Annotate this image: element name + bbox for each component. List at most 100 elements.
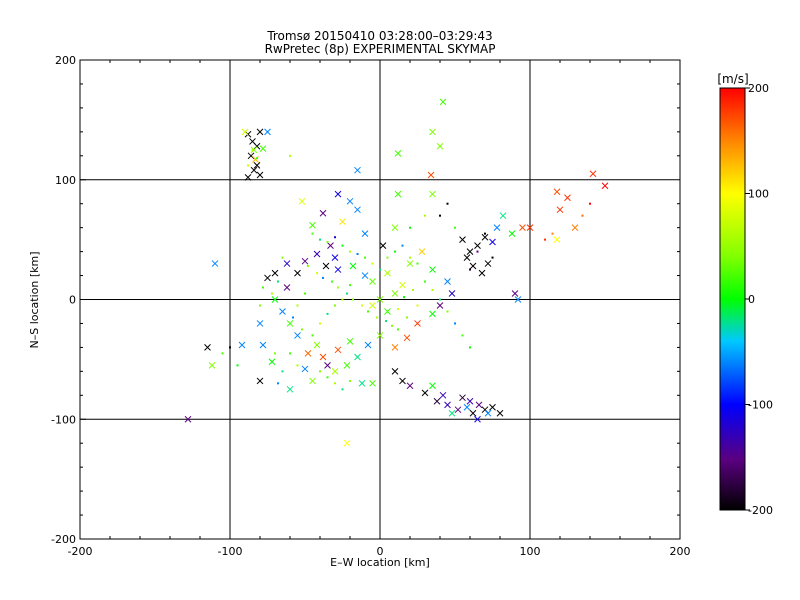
data-point-cross [264,128,271,136]
colorbar-tick-label: -200 [748,504,773,517]
cross-stroke [406,260,414,267]
data-point-cross [508,230,516,237]
data-point-cross [309,377,316,385]
data-point-cross [331,367,339,375]
data-point-dot [326,376,329,379]
data-point-cross [324,362,331,369]
data-point-cross [369,379,376,387]
data-point-dot [346,292,348,295]
cross-stroke [361,230,369,237]
cross-stroke [211,260,219,267]
cross-stroke [474,242,481,249]
data-point-dot [371,262,374,265]
data-point-cross [204,344,211,351]
cross-stroke [508,230,516,237]
data-point-cross [399,377,406,385]
data-point-dot [386,256,389,259]
data-point-dot [446,202,449,205]
cross-stroke [463,403,471,411]
data-point-dot [391,324,393,327]
cross-stroke [394,190,402,198]
cross-stroke [553,188,561,196]
data-point-cross [298,197,306,205]
data-point-cross [484,260,492,267]
data-point-cross [339,218,346,226]
cross-stroke [429,266,436,273]
cross-stroke [358,379,366,387]
cross-stroke [433,397,441,405]
cross-stroke [466,397,474,405]
data-point-cross [448,409,456,417]
cross-stroke [322,262,330,270]
cross-stroke [250,146,258,154]
data-point-cross [294,332,301,339]
cross-stroke [256,171,264,179]
data-point-cross [184,415,192,423]
data-point-cross [403,334,411,342]
data-point-cross [361,272,369,279]
cross-stroke [399,281,406,289]
data-point-dot [319,370,321,373]
cross-stroke [349,262,357,270]
data-point-cross [250,166,258,174]
cross-stroke [391,344,399,351]
data-point-dot [281,256,284,259]
data-point-cross [436,302,444,309]
cross-stroke [354,166,361,174]
data-point-cross [301,257,309,265]
data-point-dot [349,284,351,287]
data-point-dot [337,286,339,289]
cross-stroke [429,382,436,390]
data-point-cross [391,344,399,351]
data-point-dot [326,241,329,244]
cross-stroke [343,362,351,369]
data-point-cross [334,346,342,354]
cross-stroke [519,224,526,232]
cross-stroke [391,224,399,232]
cross-stroke [286,320,294,327]
cross-stroke [327,242,334,249]
data-point-cross [253,162,261,169]
data-point-dot [439,298,441,301]
cross-stroke [601,182,609,190]
data-point-dot [229,346,231,349]
data-point-dot [454,322,456,325]
cross-stroke [589,170,597,178]
data-point-cross [294,269,301,277]
cross-stroke [298,197,306,205]
cross-stroke [264,274,271,282]
data-point-cross [384,269,391,277]
cross-stroke [334,266,342,273]
data-point-cross [556,206,564,214]
cross-stroke [439,391,447,399]
data-point-dot [341,298,344,301]
data-point-dot [424,280,426,283]
data-point-dot [334,382,336,385]
data-point-cross [526,224,534,232]
data-point-dot [304,292,306,295]
data-point-cross [259,145,267,152]
cross-stroke [489,403,496,411]
data-point-dot [256,157,258,160]
cross-stroke [324,362,331,369]
cross-stroke [556,206,564,214]
cross-stroke [484,260,492,267]
cross-stroke [369,379,376,387]
data-point-dot [446,310,449,313]
cross-stroke [496,409,504,417]
data-point-dot [349,250,351,253]
data-point-cross [259,341,267,349]
data-point-cross [564,194,571,202]
data-point-cross [256,171,264,179]
data-point-cross [463,403,471,411]
data-point-cross [268,358,276,366]
data-point-dot [589,202,591,205]
data-point-cross [489,403,496,411]
data-point-cross [444,278,451,285]
x-tick-label: -100 [218,545,243,558]
data-point-cross [208,362,216,369]
data-point-dot [262,286,264,289]
data-point-cross [519,224,526,232]
cross-stroke [346,338,354,345]
data-point-dot [296,304,299,307]
